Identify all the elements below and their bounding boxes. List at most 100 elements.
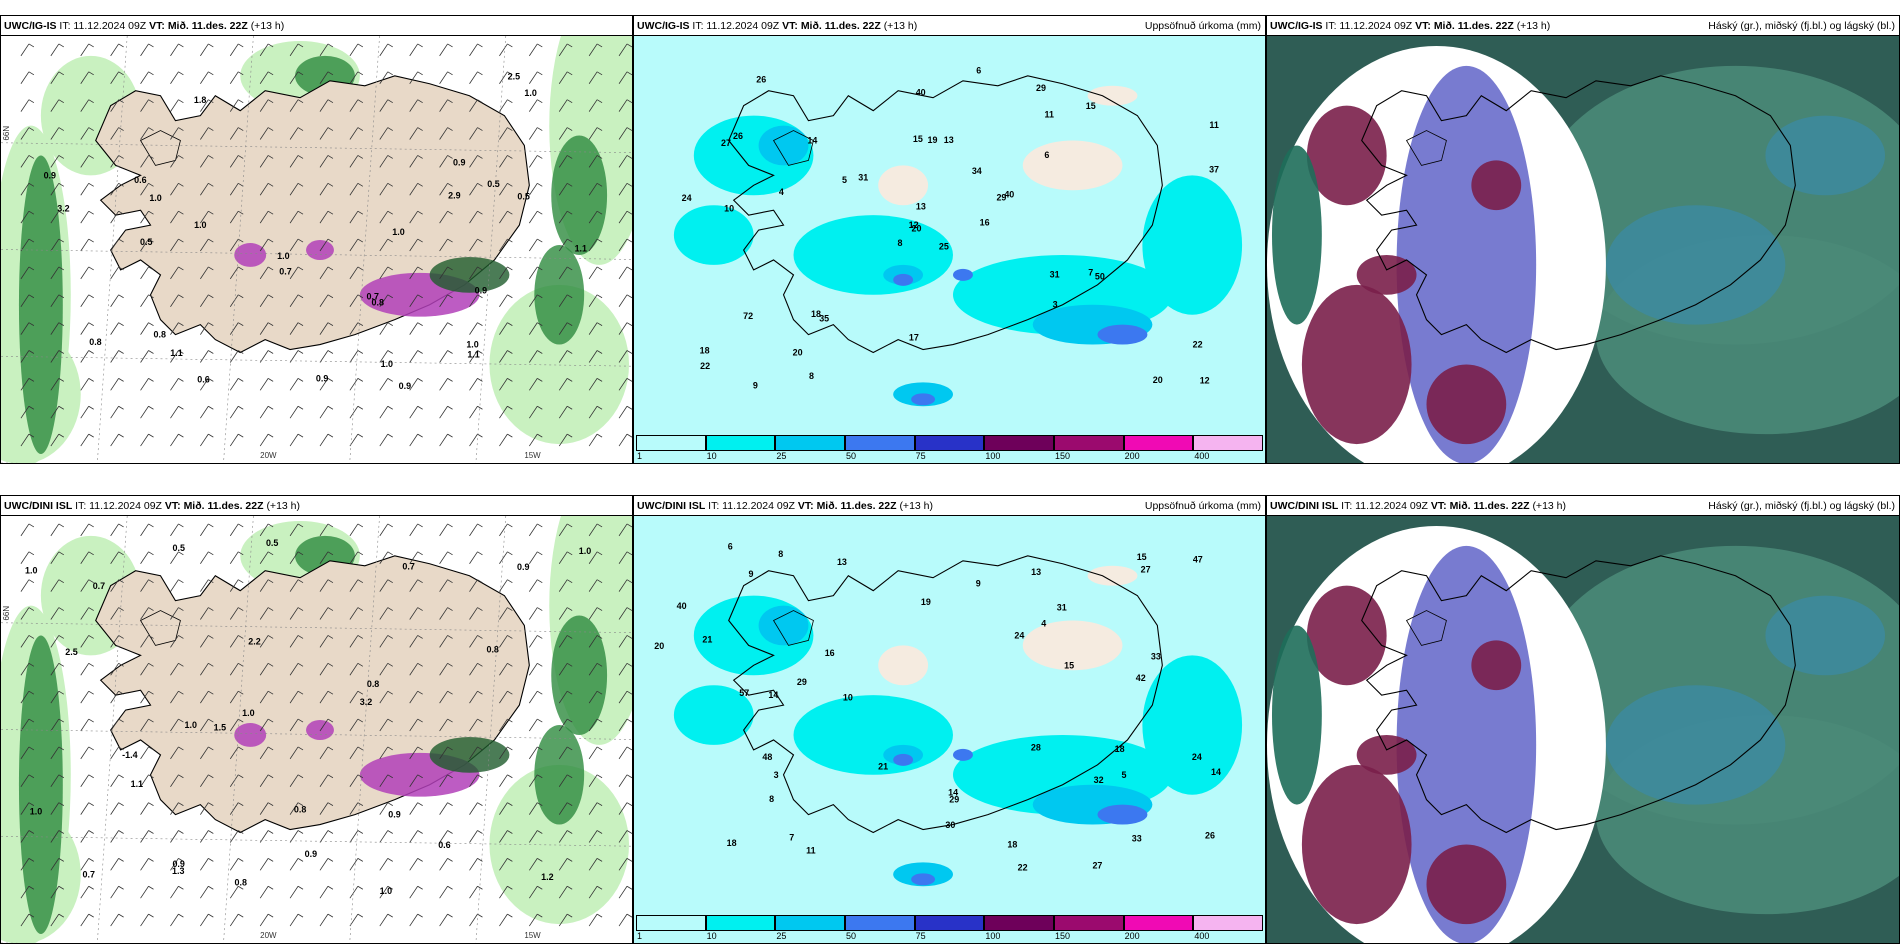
wind-barb (50, 858, 65, 871)
wind-barb (200, 579, 214, 592)
wind-barb (140, 210, 154, 224)
wind-barb (409, 266, 423, 280)
wind-barb (170, 350, 184, 363)
wind-barb (588, 182, 603, 196)
colorbar-tick-label: 25 (776, 451, 787, 461)
colorbar-swatch (1123, 435, 1194, 451)
wind-barb (140, 405, 154, 419)
panel-clouds-igis: UWC/IG-IS IT: 11.12.2024 09Z VT: Mið. 11… (1266, 15, 1900, 464)
precipitation-value: 47 (1193, 554, 1203, 564)
wind-barb (289, 802, 304, 815)
wind-barb (50, 802, 65, 815)
wind-barb (528, 378, 543, 391)
wind-barb (349, 71, 364, 84)
wind-barb (170, 690, 184, 704)
wind-barb (170, 210, 184, 224)
wind-barb (200, 830, 214, 843)
wind-barb (229, 71, 244, 84)
wind-barb (170, 746, 184, 760)
wind-barb (170, 238, 184, 252)
wind-barb (499, 718, 513, 732)
wind-barb (259, 774, 274, 787)
map-cloud-cover[interactable] (1267, 36, 1899, 463)
wind-barb (80, 405, 94, 419)
wind-barb (20, 350, 35, 363)
wind-barb (558, 690, 573, 704)
temperature-value: 1.1 (131, 779, 143, 789)
longitude-label: 20W (260, 451, 277, 460)
temperature-value: 1.8 (194, 95, 206, 105)
wind-barb (170, 579, 184, 592)
wind-barb (259, 579, 274, 592)
wind-barb (528, 802, 543, 815)
wind-barb (528, 266, 543, 280)
wind-barb (409, 238, 423, 252)
wind-barb (229, 322, 244, 335)
wind-barb (140, 350, 154, 363)
wind-barb (439, 322, 453, 335)
temperature-value: 0.6 (197, 374, 209, 384)
wind-barb (229, 266, 244, 280)
high-cloud-area (1301, 764, 1412, 925)
wind-barb (200, 155, 214, 168)
precipitation-area (893, 753, 914, 766)
precipitation-value: 14 (1211, 767, 1221, 777)
precipitation-area (1097, 804, 1148, 825)
wind-barb (618, 99, 632, 112)
wind-barb (200, 182, 214, 196)
wind-barb (259, 523, 274, 537)
wind-barb (558, 350, 573, 363)
precipitation-value: 35 (819, 314, 829, 324)
wind-barb (200, 99, 214, 112)
wind-barb (50, 885, 65, 899)
wind-barb (20, 127, 35, 140)
precipitation-value: 6 (1044, 150, 1049, 160)
wind-barb (618, 802, 632, 815)
panel-temperature-dini: UWC/DINI ISL IT: 11.12.2024 09Z VT: Mið.… (0, 495, 633, 944)
map-accumulated-precipitation[interactable]: 25 27 20 18 29 35 29 13 11 16 26 12 10 11 8 6 9 15 34 72 31 2… (634, 36, 1265, 463)
wind-barb (469, 322, 483, 335)
temperature-value: 0.8 (372, 298, 384, 308)
wind-barb (528, 830, 543, 843)
wind-barb (140, 322, 154, 335)
colorbar-swatch (1193, 915, 1263, 931)
wind-barb (499, 830, 513, 843)
wind-barb (528, 746, 543, 760)
map-cloud-cover[interactable] (1267, 516, 1899, 943)
wind-barb (200, 523, 214, 537)
map-accumulated-precipitation[interactable]: 24 27 29 18 14 16 13 31 22 42 28 27 20 15 11 9 8 7 13 19 21 1… (634, 516, 1265, 943)
warm-temperature-area (534, 725, 585, 825)
wind-barb (170, 266, 184, 280)
wind-barb (289, 858, 304, 871)
wind-barb (349, 378, 364, 391)
panel-header: UWC/IG-IS IT: 11.12.2024 09Z VT: Mið. 11… (1267, 16, 1899, 36)
wind-barb (50, 774, 65, 787)
wind-barb (50, 662, 65, 676)
wind-barb (439, 746, 453, 760)
wind-barb (170, 127, 184, 140)
wind-barb (200, 746, 214, 760)
wind-barb (140, 378, 154, 391)
map-temperature-wind[interactable]: 0.9 1.8 0.8 0.6 0.5 1.0 1.1 1.0 0.7 1.1 0.8 0.9 1.0 0… (1, 36, 632, 463)
wind-barb (558, 913, 573, 927)
wind-barb (379, 294, 393, 307)
wind-barb (409, 155, 423, 168)
wind-barb (110, 551, 124, 564)
wind-barb (80, 718, 94, 732)
wind-barb (319, 405, 334, 419)
wind-barb (319, 322, 334, 335)
wind-barb (229, 913, 244, 927)
precipitation-value: 9 (753, 381, 758, 391)
wind-barb (349, 746, 364, 760)
wind-barb (229, 210, 244, 224)
map-temperature-wind[interactable]: 0.8 1.0 0.9 0.6 0.5 0.7 1.0 1.2 0.5 2.2 0.9 0.9 1.0 0… (1, 516, 632, 943)
wind-barb (200, 127, 214, 140)
wind-barb (558, 858, 573, 871)
high-cloud-area (1471, 640, 1522, 691)
wind-barb (409, 802, 423, 815)
wind-barb (229, 885, 244, 899)
wind-barb (319, 885, 334, 899)
temperature-value: 1.1 (575, 243, 587, 253)
panel-header: UWC/DINI ISL IT: 11.12.2024 09Z VT: Mið.… (634, 496, 1265, 516)
longitude-label: 15W (524, 931, 541, 940)
